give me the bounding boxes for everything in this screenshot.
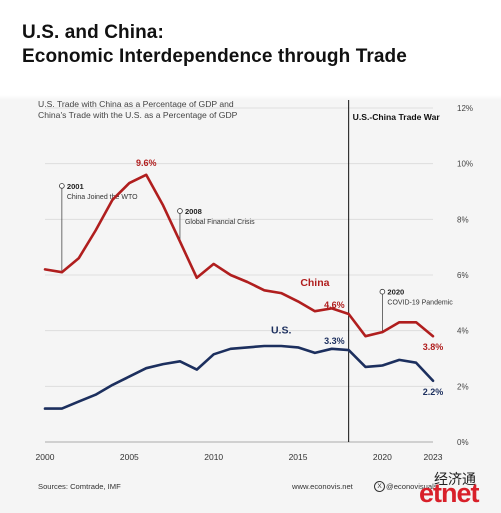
annotation-text: China Joined the WTO: [67, 194, 138, 201]
source-note: Sources: Comtrade, IMF: [38, 482, 121, 491]
x-tick-label: 2015: [289, 452, 308, 462]
annotation-year: 2008: [185, 207, 202, 216]
annotation-text: COVID-19 Pandemic: [387, 300, 453, 307]
x-tick-label: 2010: [204, 452, 223, 462]
subtitle-line-2: China's Trade with the U.S. as a Percent…: [38, 110, 238, 120]
social-handle[interactable]: @econovisuals: [386, 482, 438, 491]
data-label: 3.8%: [423, 342, 444, 352]
y-tick-label: 6%: [457, 271, 469, 280]
annotation-marker: [379, 288, 386, 295]
china-series-line: [43, 173, 435, 338]
x-tick-label: 2005: [120, 452, 139, 462]
x-tick-label: 2000: [36, 452, 55, 462]
us-series-line: [43, 344, 435, 410]
annotation-year: 2001: [67, 182, 85, 191]
y-tick-label: 4%: [457, 327, 469, 336]
data-label: 9.6%: [136, 158, 157, 168]
title-line-1: U.S. and China:: [22, 22, 164, 43]
title-line-2: Economic Interdependence through Trade: [22, 46, 407, 67]
annotation-text: Global Financial Crisis: [185, 219, 255, 226]
watermark-chinese-text: 经济通: [434, 472, 476, 488]
subtitle-line-1: U.S. Trade with China as a Percentage of…: [38, 99, 234, 109]
y-tick-label: 8%: [457, 215, 469, 224]
annotation-marker: [59, 183, 65, 189]
us-series-label: U.S.: [271, 324, 292, 336]
annotation-marker: [177, 208, 183, 214]
china-series-label: China: [300, 277, 329, 289]
y-tick-label: 10%: [457, 160, 473, 169]
x-tick-label: 2023: [424, 452, 443, 462]
y-tick-label: 12%: [457, 104, 473, 113]
x-social-icon[interactable]: X: [374, 481, 385, 492]
trade-war-label: U.S.-China Trade War: [353, 112, 441, 122]
data-label: 3.3%: [324, 336, 345, 346]
data-label: 4.6%: [324, 300, 345, 310]
y-tick-label: 2%: [457, 382, 469, 391]
data-label: 2.2%: [423, 387, 444, 397]
y-tick-label: 0%: [457, 438, 469, 447]
annotation-year: 2020: [387, 288, 404, 297]
watermark-logo: etnet: [419, 478, 480, 508]
website-link[interactable]: www.econovis.net: [292, 482, 353, 491]
x-tick-label: 2020: [373, 452, 392, 462]
